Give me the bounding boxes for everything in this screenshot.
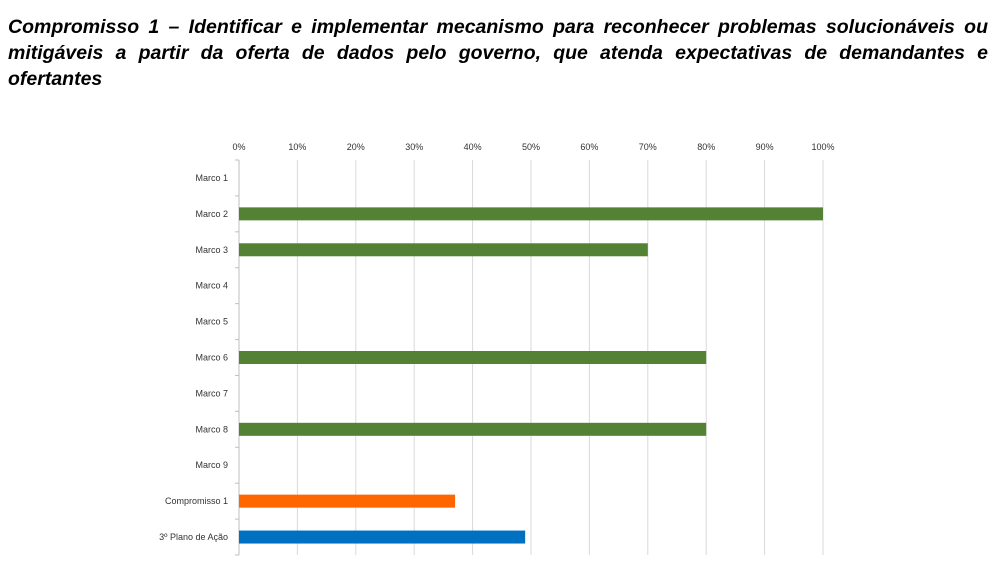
x-tick-label: 90% xyxy=(756,142,774,152)
category-label: Marco 9 xyxy=(195,460,228,470)
category-label: Marco 3 xyxy=(195,245,228,255)
bar-marco-8 xyxy=(239,422,707,436)
category-label: Marco 1 xyxy=(195,173,228,183)
x-tick-label: 40% xyxy=(464,142,482,152)
x-tick-label: 50% xyxy=(522,142,540,152)
category-label: Marco 5 xyxy=(195,317,228,327)
bar-3-plano-de-a-o xyxy=(239,530,526,544)
chart-title: Compromisso 1 – Identificar e implementa… xyxy=(8,16,988,90)
bar-marco-2 xyxy=(239,207,823,221)
category-label: Marco 7 xyxy=(195,388,228,398)
bar-compromisso-1 xyxy=(239,494,456,508)
category-label: Marco 2 xyxy=(195,209,228,219)
x-tick-label: 80% xyxy=(697,142,715,152)
x-tick-label: 70% xyxy=(639,142,657,152)
x-tick-label: 20% xyxy=(347,142,365,152)
bar-marco-6 xyxy=(239,351,707,364)
category-label: 3º Plano de Ação xyxy=(159,532,228,542)
category-label: Compromisso 1 xyxy=(165,496,228,506)
x-tick-label: 60% xyxy=(580,142,598,152)
x-tick-label: 30% xyxy=(405,142,423,152)
category-label: Marco 4 xyxy=(195,281,228,291)
category-label: Marco 6 xyxy=(195,353,228,363)
category-label: Marco 8 xyxy=(195,424,228,434)
bar-marco-3 xyxy=(239,243,648,257)
x-tick-label: 100% xyxy=(811,142,834,152)
x-tick-label: 10% xyxy=(288,142,306,152)
x-tick-label: 0% xyxy=(232,142,245,152)
